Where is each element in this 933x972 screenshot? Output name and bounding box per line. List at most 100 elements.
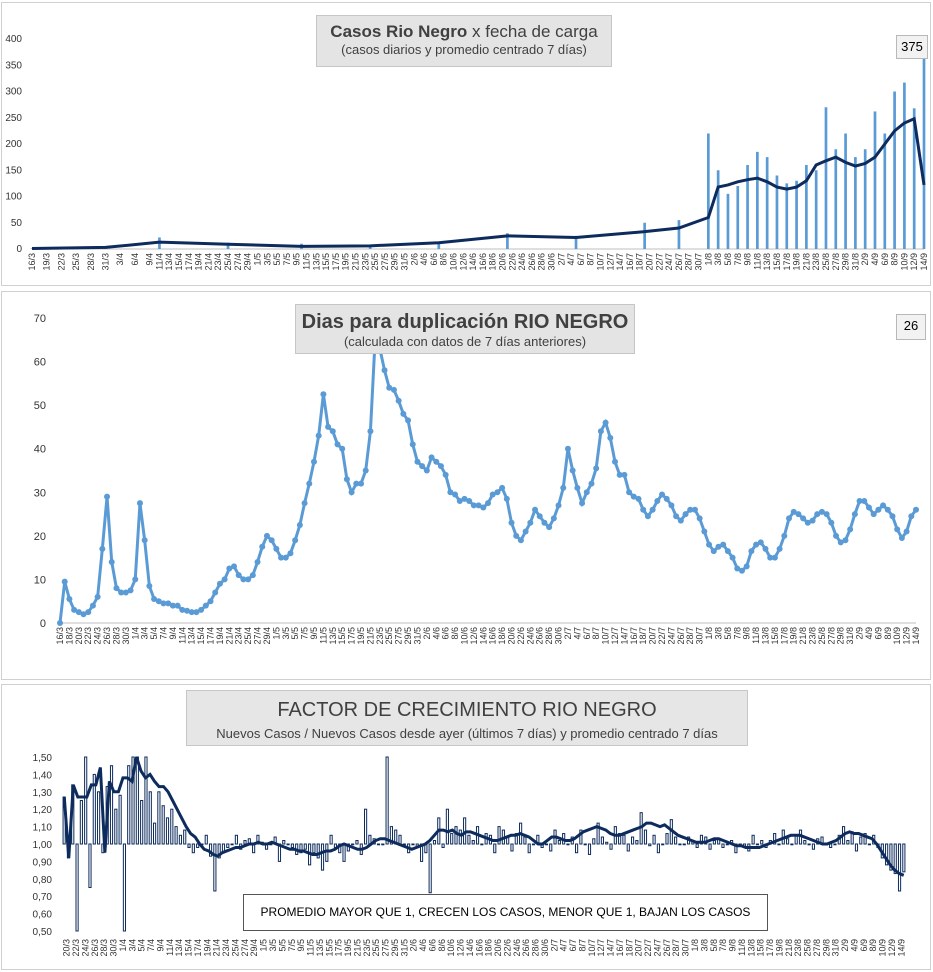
doubling-days-point (611, 458, 618, 465)
growth-factor-bar (286, 843, 290, 846)
growth-factor-bar (618, 833, 622, 845)
doubling-days-point (508, 519, 515, 526)
doubling-days-point (334, 441, 341, 448)
x-tick-label: 6/9 (880, 253, 890, 266)
y-tick-label: 100 (5, 192, 22, 203)
x-tick-label: 11/8 (752, 253, 762, 270)
x-tick-label: 16/7 (629, 627, 639, 645)
doubling-days-point (593, 465, 600, 472)
growth-factor-bar (790, 843, 794, 846)
x-tick-label: 11/5 (306, 939, 316, 956)
x-tick-label: 10/6 (446, 939, 456, 957)
doubling-days-point (583, 489, 590, 496)
growth-factor-bar (329, 834, 333, 845)
doubling-days-point (174, 602, 181, 609)
x-tick-label: 27/4 (240, 939, 250, 957)
x-tick-label: 24/7 (652, 939, 662, 957)
y-tick-label: 150 (5, 165, 22, 176)
x-tick-label: 22/6 (502, 939, 512, 957)
growth-factor-bar (885, 843, 889, 866)
growth-factor-bar (450, 833, 454, 845)
x-tick-label: 7/5 (300, 627, 310, 640)
x-tick-label: 19/4 (202, 939, 212, 957)
daily-cases-bar (863, 149, 867, 249)
doubling-days-title-box: Dias para duplicación RIO NEGRO (calcula… (295, 304, 635, 354)
growth-factor-bar (889, 843, 893, 871)
x-tick-label: 17/4 (206, 627, 216, 645)
daily-cases-bar (854, 157, 857, 249)
x-tick-label: 15/4 (184, 939, 194, 957)
doubling-days-point (776, 545, 783, 552)
growth-factor-bar (725, 843, 729, 846)
growth-factor-bar (174, 826, 178, 845)
growth-factor-note: PROMEDIO MAYOR QUE 1, CRECEN LOS CASOS, … (243, 894, 768, 931)
x-tick-label: 22/3 (56, 253, 66, 271)
x-tick-label: 25/4 (223, 253, 233, 271)
doubling-days-point (315, 432, 322, 439)
x-tick-label: 23/4 (213, 253, 223, 271)
doubling-days-point (880, 502, 887, 509)
x-tick-label: 15/5 (324, 939, 334, 957)
daily-cases-bar (677, 220, 681, 249)
growth-factor-bar (385, 756, 389, 845)
doubling-days-point (762, 545, 769, 552)
x-tick-label: 4/6 (419, 253, 429, 266)
doubling-days-point (870, 511, 877, 518)
growth-factor-bar (170, 808, 174, 845)
x-tick-label: 20/7 (634, 939, 644, 957)
x-tick-label: 27/4 (233, 253, 243, 271)
growth-factor-bar (587, 843, 592, 855)
y-tick-label: 0,70 (33, 892, 53, 903)
growth-factor-bar (544, 843, 549, 846)
growth-factor-bar (432, 840, 437, 845)
daily-cases-bar (775, 175, 779, 249)
daily-cases-bar (873, 111, 877, 249)
x-tick-label: 6/7 (568, 939, 578, 952)
doubling-days-point (362, 467, 369, 474)
growth-factor-bar (626, 843, 630, 852)
growth-factor-bar (699, 834, 704, 845)
doubling-days-point (833, 532, 840, 539)
growth-factor-bar (97, 791, 101, 845)
x-tick-label: 15/4 (196, 627, 206, 645)
x-tick-label: 9/5 (296, 939, 306, 952)
x-tick-label: 11/5 (318, 627, 328, 644)
x-tick-label: 4/9 (870, 253, 880, 266)
growth-factor-bar (389, 826, 393, 845)
x-tick-label: 27/8 (831, 253, 841, 271)
doubling-days-point (296, 521, 303, 528)
growth-factor-bar (678, 843, 682, 846)
growth-factor-bar (131, 756, 135, 845)
x-tick-label: 29/4 (262, 627, 272, 645)
doubling-days-point (151, 596, 158, 603)
x-tick-label: 17/8 (782, 253, 792, 271)
x-tick-label: 18/6 (488, 253, 498, 271)
growth-factor-bar (497, 826, 501, 845)
doubling-days-last-value: 26 (896, 314, 926, 340)
doubling-days-point (259, 543, 266, 550)
x-tick-label: 23/8 (793, 939, 803, 957)
growth-factor-bar (682, 843, 686, 846)
growth-factor-bar (144, 756, 148, 845)
doubling-days-point (442, 471, 449, 478)
x-tick-label: 14/6 (478, 627, 488, 645)
x-tick-label: 1/4 (130, 627, 140, 640)
growth-factor-bar (708, 843, 712, 850)
x-tick-label: 31/5 (399, 939, 409, 957)
x-tick-label: 7/8 (733, 253, 743, 266)
x-tick-label: 12/9 (902, 627, 912, 645)
doubling-days-line (58, 334, 918, 624)
x-tick-label: 30/7 (694, 253, 704, 271)
x-tick-label: 23/4 (221, 939, 231, 957)
x-tick-label: 23/5 (362, 939, 372, 957)
daily-cases-bar (785, 183, 789, 249)
growth-factor-bar (243, 840, 247, 845)
x-tick-label: 7/8 (718, 939, 728, 952)
x-tick-label: 25/5 (371, 939, 381, 957)
x-tick-label: 22/7 (654, 253, 664, 271)
doubling-days-point (353, 480, 360, 487)
x-tick-label: 5/5 (272, 253, 282, 266)
growth-factor-bar (643, 829, 648, 845)
growth-factor-bar (428, 843, 432, 894)
x-tick-label: 27/5 (381, 939, 391, 957)
